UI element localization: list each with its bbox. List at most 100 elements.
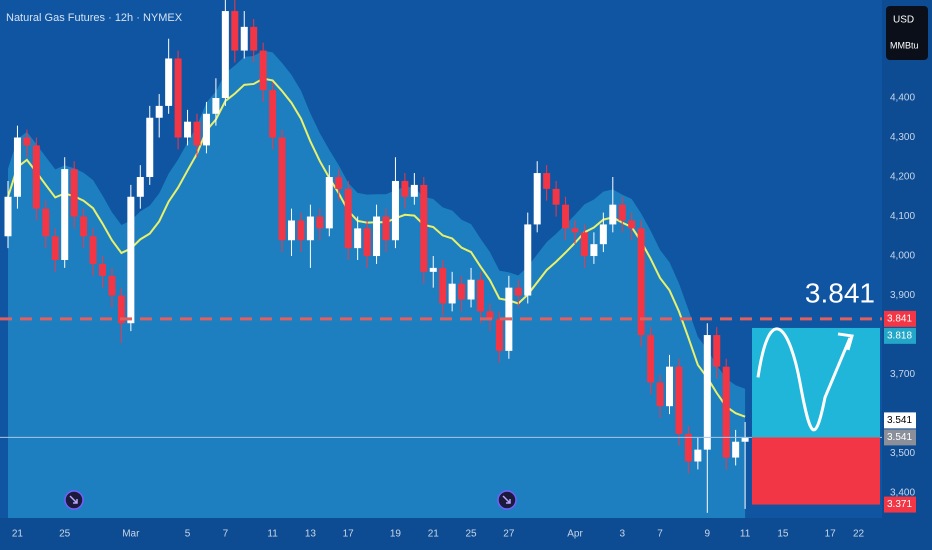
candle-body <box>127 196 135 324</box>
price-tag <box>884 310 916 327</box>
candle-body <box>32 145 40 209</box>
candle-body <box>297 220 305 241</box>
candle-body <box>70 169 78 217</box>
y-tick-label: 4,200 <box>890 172 915 183</box>
x-axis-strip <box>0 518 882 550</box>
x-tick-label: 11 <box>267 529 278 540</box>
candle-body <box>722 366 730 458</box>
price-tag <box>884 327 916 344</box>
candle-body <box>524 224 532 296</box>
price-tag-label: 3.841 <box>887 314 912 325</box>
x-tick-label: 17 <box>343 529 355 540</box>
candle-body <box>354 228 362 249</box>
candle-body <box>732 441 740 458</box>
candle-body <box>316 216 324 229</box>
unit-badge <box>886 6 928 60</box>
candle-body <box>202 113 210 146</box>
candle-body <box>458 283 466 300</box>
forecast-curve <box>756 327 854 432</box>
y-tick-label: 4,300 <box>890 132 915 143</box>
candle-body <box>335 177 343 189</box>
candle-body <box>410 184 418 197</box>
candle-body <box>193 121 201 146</box>
candle-body <box>13 137 21 197</box>
candle-body <box>666 366 673 407</box>
y-tick-label: 3,400 <box>890 488 915 499</box>
unit: MMBtu <box>890 40 919 50</box>
candle-body <box>250 26 258 51</box>
candle-body <box>108 275 116 296</box>
x-tick-label: 27 <box>503 529 515 540</box>
candle-body <box>51 236 59 260</box>
candle-body <box>89 236 97 264</box>
x-tick-label: Mar <box>122 529 140 540</box>
candle-body <box>448 283 456 304</box>
candle-body <box>656 382 664 407</box>
candle-body <box>221 11 229 98</box>
plot: 3.841 <box>0 0 882 519</box>
price-tag-label: 3.371 <box>887 499 912 510</box>
candle-body <box>278 137 286 241</box>
candle-body <box>174 58 182 138</box>
x-tick-label: 7 <box>223 529 229 540</box>
x-tick-label: 7 <box>657 529 663 540</box>
candle-body <box>609 204 617 225</box>
event-icon <box>64 490 84 510</box>
candle-body <box>231 11 239 51</box>
y-tick-label: 4,400 <box>890 93 915 104</box>
x-tick-label: 22 <box>853 529 865 540</box>
target-zone <box>752 327 880 438</box>
candle-body <box>514 287 522 296</box>
price-tag <box>884 412 916 429</box>
x-tick-label: 15 <box>777 529 789 540</box>
candle-body <box>552 188 560 205</box>
chart-title: Natural Gas Futures · 12h · NYMEX <box>6 12 183 24</box>
candle-body <box>401 180 409 197</box>
x-tick-label: 13 <box>305 529 317 540</box>
candle-body <box>165 58 173 106</box>
x-tick-label: 11 <box>740 529 751 540</box>
price-tag-label: 3.541 <box>887 432 912 443</box>
x-tick-label: Apr <box>567 529 583 540</box>
candle-body <box>240 26 248 51</box>
y-tick-label: 3,500 <box>890 448 915 459</box>
candle-body <box>618 204 626 221</box>
candle-body <box>344 188 352 249</box>
x-tick-label: 25 <box>59 529 71 540</box>
candle-body <box>325 177 333 229</box>
candle-body <box>439 267 447 304</box>
candle-body <box>543 173 551 189</box>
candle-body <box>429 267 437 272</box>
price-tag-label: 3.541 <box>887 415 912 426</box>
candle-body <box>420 184 428 272</box>
price-tag-label: 3.818 <box>887 331 912 342</box>
candle-body <box>61 169 69 260</box>
x-tick-label: 19 <box>390 529 402 540</box>
indicator-area <box>8 50 746 519</box>
x-tick-label: 17 <box>825 529 837 540</box>
candle-body <box>269 90 277 138</box>
candle-body <box>703 335 711 450</box>
candle-body <box>117 295 125 324</box>
stop-zone <box>752 437 880 505</box>
y-axis-strip <box>882 0 932 550</box>
candle-body <box>155 105 163 118</box>
level-label: 3.841 <box>805 277 875 308</box>
candle-body <box>675 366 683 434</box>
candle-body <box>99 263 106 276</box>
candle-body <box>42 208 50 237</box>
x-tick-label: 9 <box>705 529 711 540</box>
candle-body <box>23 137 31 146</box>
candle-body <box>571 228 579 233</box>
candle-body <box>694 449 702 462</box>
candle-body <box>467 279 475 300</box>
candle-body <box>684 433 692 462</box>
y-tick-label: 4,100 <box>890 211 915 222</box>
y-tick-label: 3,900 <box>890 290 915 301</box>
x-tick-label: 3 <box>619 529 625 540</box>
candle-body <box>495 319 503 351</box>
candle-body <box>80 216 88 237</box>
candle-body <box>212 97 220 114</box>
candle-body <box>146 117 154 178</box>
